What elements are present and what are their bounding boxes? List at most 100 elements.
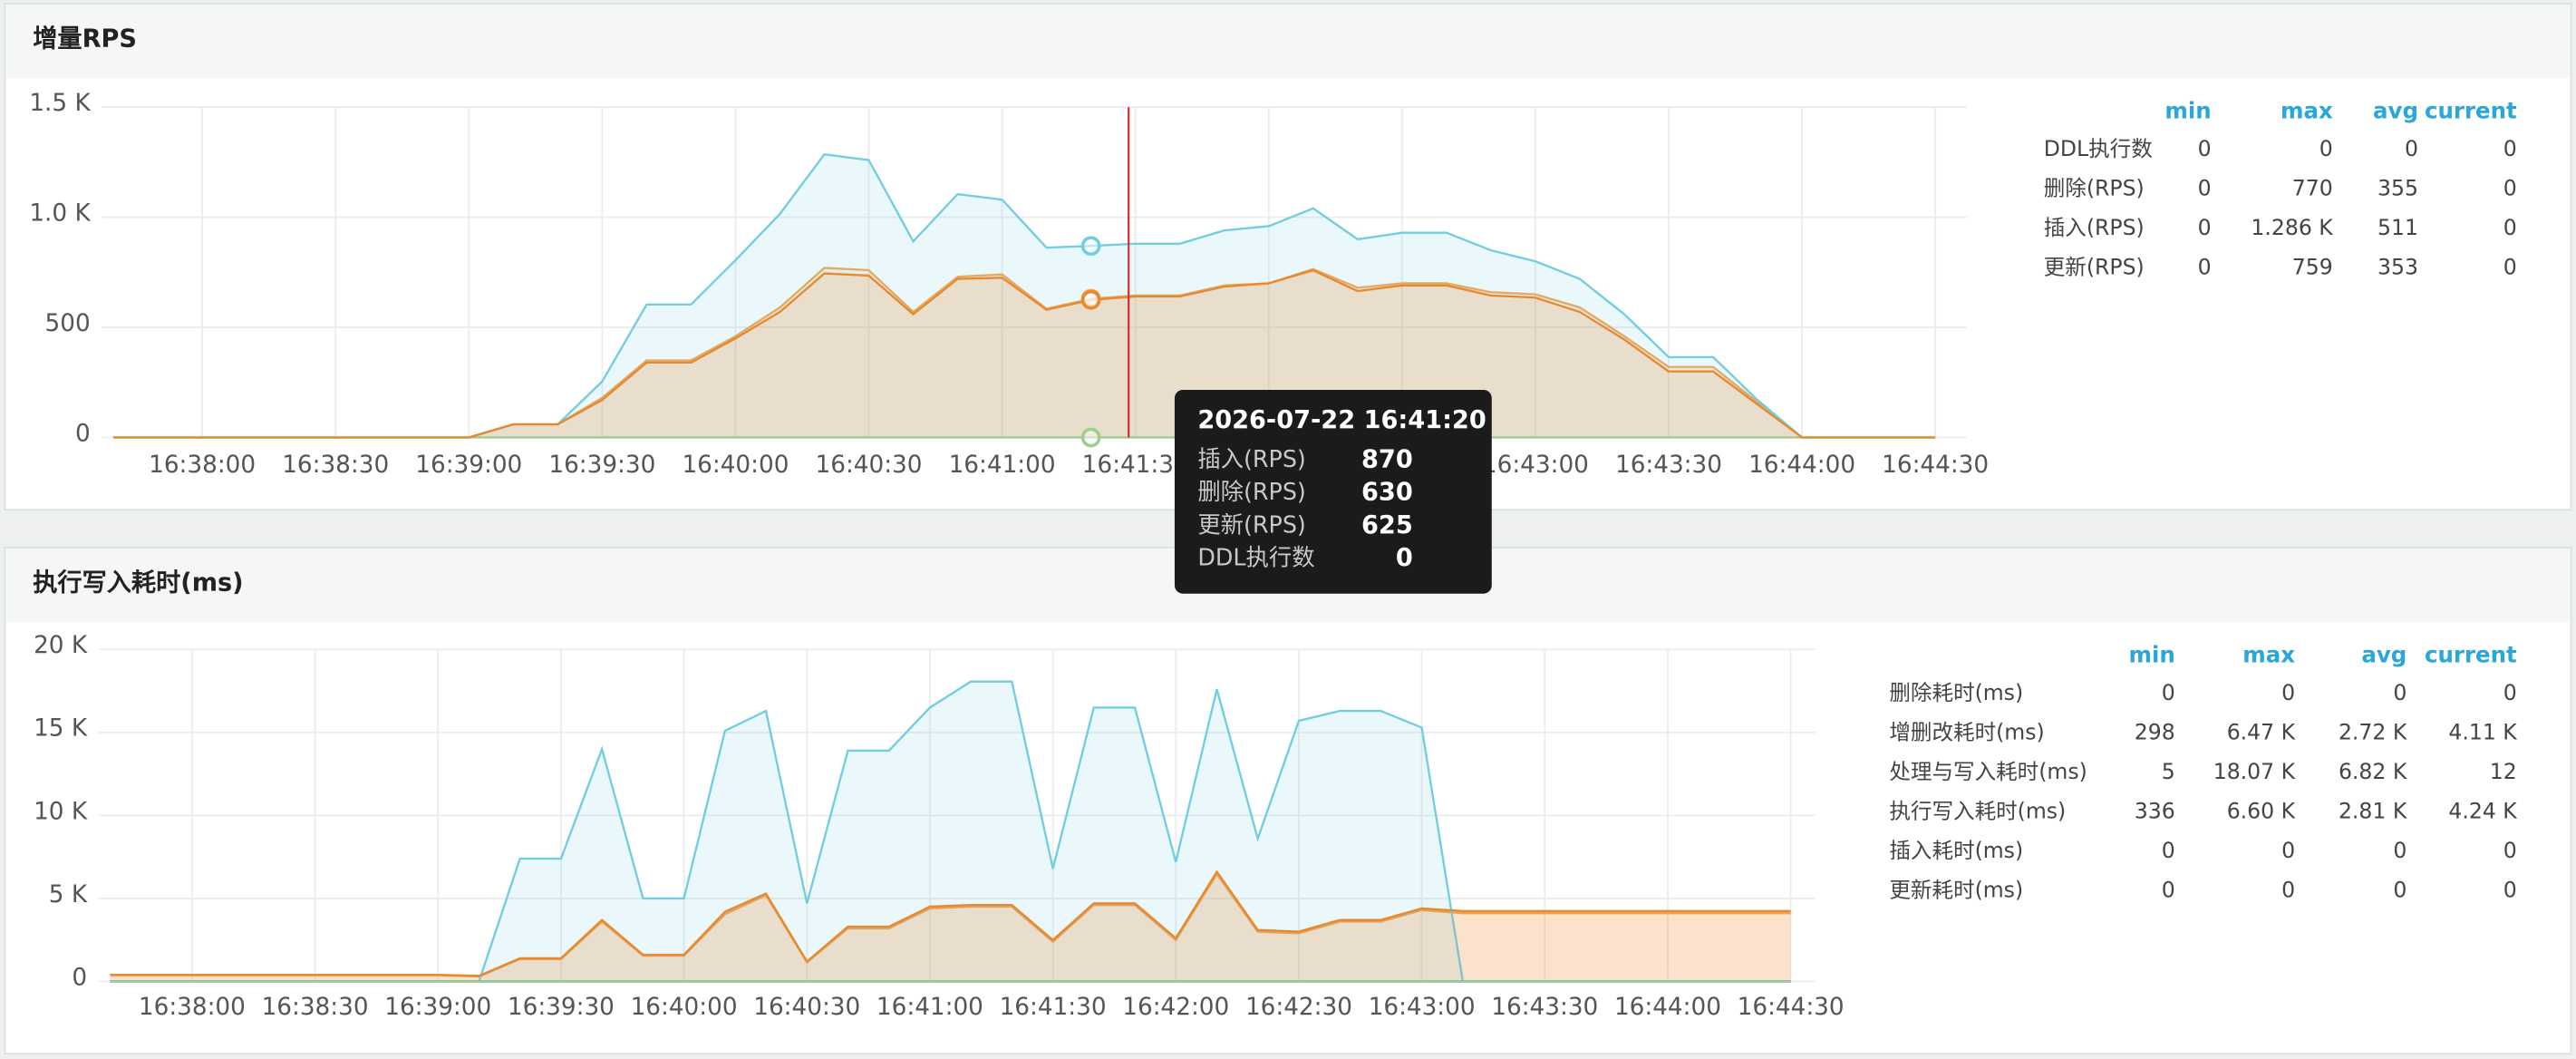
panel-title: 增量RPS [33, 24, 137, 53]
x-tick-label: 16:44:30 [1882, 452, 1989, 479]
legend-stat: 0 [2281, 680, 2295, 705]
tooltip-label: DDL执行数 [1197, 544, 1314, 571]
legend-name: 更新耗时(ms) [1889, 877, 2023, 902]
legend-stat: 2.72 K [2339, 719, 2407, 744]
tooltip-label: 删除(RPS) [1197, 478, 1306, 505]
x-tick-label: 16:40:00 [631, 994, 738, 1021]
legend-name: 增删改耗时(ms) [1889, 719, 2044, 744]
legend-stat: 2.81 K [2339, 798, 2407, 823]
series-area [113, 154, 1936, 438]
x-tick-label: 16:39:00 [415, 452, 522, 479]
x-tick-label: 16:41:00 [876, 994, 983, 1021]
tooltip-title: 2026-07-22 16:41:20 [1197, 406, 1486, 434]
x-tick-label: 16:44:00 [1748, 452, 1855, 479]
series-area [110, 874, 1791, 982]
x-tick-label: 16:38:30 [282, 452, 389, 479]
legend-stat: 0 [2393, 877, 2407, 902]
legend-header: max [2281, 98, 2333, 124]
series-area [110, 681, 1791, 982]
x-tick-label: 16:41:00 [949, 452, 1056, 479]
x-tick-label: 16:40:30 [816, 452, 923, 479]
legend-stat: 0 [2393, 680, 2407, 705]
legend-stat: 0 [2162, 680, 2175, 705]
legend-stat: 336 [2135, 798, 2175, 823]
legend-name: DDL执行数 [2044, 136, 2153, 161]
legend-stat: 0 [2162, 838, 2175, 863]
legend-name: 删除耗时(ms) [1889, 680, 2023, 705]
legend-stat: 6.60 K [2227, 798, 2296, 823]
y-tick-label: 15 K [34, 715, 88, 743]
legend-header: current [2425, 642, 2517, 668]
tooltip-value: 0 [1396, 544, 1413, 572]
x-tick-label: 16:43:30 [1615, 452, 1722, 479]
series-line [110, 870, 1791, 977]
x-tick-label: 16:44:00 [1614, 994, 1721, 1021]
panel-title: 执行写入耗时(ms) [33, 568, 243, 597]
legend-stat: 0 [2198, 215, 2212, 240]
x-tick-label: 16:38:00 [139, 994, 246, 1021]
x-tick-label: 16:39:30 [548, 452, 655, 479]
legend-name: 更新(RPS) [2044, 254, 2145, 279]
legend-stat: 0 [2393, 838, 2407, 863]
y-tick-label: 10 K [34, 798, 88, 825]
x-tick-label: 16:43:00 [1482, 452, 1589, 479]
legend-stat: 759 [2292, 254, 2333, 279]
y-tick-label: 5 K [49, 881, 88, 908]
legend-header: avg [2373, 98, 2418, 124]
hover-point [1080, 289, 1101, 310]
tooltip-value: 630 [1361, 479, 1413, 507]
tooltip-label: 插入(RPS) [1197, 445, 1306, 472]
legend-stat: 0 [2162, 877, 2175, 902]
tooltip-label: 更新(RPS) [1197, 510, 1306, 538]
legend-stat: 353 [2377, 254, 2418, 279]
legend-stat: 0 [2503, 254, 2517, 279]
legend-stat: 6.82 K [2339, 759, 2407, 784]
x-tick-label: 16:42:00 [1122, 994, 1229, 1021]
legend-header: avg [2361, 642, 2407, 668]
legend-name: 执行写入耗时(ms) [1889, 798, 2066, 823]
legend-header: min [2128, 642, 2174, 668]
legend-name: 插入(RPS) [2044, 215, 2145, 240]
x-tick-label: 16:39:00 [384, 994, 491, 1021]
legend-stat: 0 [2198, 254, 2212, 279]
x-tick-label: 16:40:30 [753, 994, 860, 1021]
legend-stat: 1.286 K [2251, 215, 2333, 240]
tooltip-value: 870 [1361, 445, 1413, 473]
legend-stat: 0 [2405, 136, 2418, 161]
x-tick-label: 16:42:30 [1245, 994, 1352, 1021]
hover-point [1080, 427, 1101, 448]
legend-header: current [2425, 98, 2517, 124]
y-tick-label: 20 K [34, 632, 88, 659]
legend-stat: 0 [2198, 136, 2212, 161]
legend-name: 删除(RPS) [2044, 175, 2145, 200]
legend-stat: 18.07 K [2213, 759, 2296, 784]
x-tick-label: 16:39:30 [508, 994, 615, 1021]
hover-point [1080, 236, 1101, 257]
x-tick-label: 16:41:30 [1082, 452, 1189, 479]
legend-stat: 0 [2503, 175, 2517, 200]
legend-stat: 0 [2503, 838, 2517, 863]
legend-header: max [2242, 642, 2295, 668]
legend-stat: 4.11 K [2448, 719, 2517, 744]
legend-stat: 0 [2503, 136, 2517, 161]
y-tick-label: 0 [75, 420, 91, 447]
y-tick-label: 0 [72, 964, 87, 991]
x-tick-label: 16:38:00 [149, 452, 256, 479]
legend-stat: 12 [2490, 759, 2517, 784]
x-tick-label: 16:43:30 [1491, 994, 1598, 1021]
y-tick-label: 1.5 K [29, 90, 91, 117]
legend-stat: 0 [2281, 877, 2295, 902]
tooltip [1174, 389, 1492, 594]
legend-stat: 0 [2503, 680, 2517, 705]
legend-stat: 0 [2281, 838, 2295, 863]
legend-stat: 5 [2162, 759, 2175, 784]
x-tick-label: 16:40:00 [682, 452, 789, 479]
legend-name: 插入耗时(ms) [1889, 838, 2023, 863]
legend-stat: 0 [2319, 136, 2333, 161]
legend-stat: 6.47 K [2227, 719, 2296, 744]
x-tick-label: 16:44:30 [1738, 994, 1845, 1021]
legend-stat: 0 [2503, 877, 2517, 902]
x-tick-label: 16:43:00 [1369, 994, 1476, 1021]
